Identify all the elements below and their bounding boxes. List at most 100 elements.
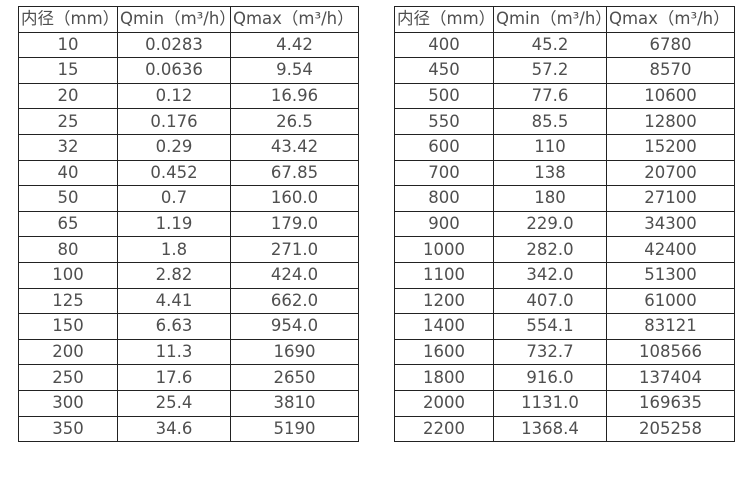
table-cell: 0.176 — [117, 108, 231, 135]
table-cell: 282.0 — [493, 236, 607, 263]
table-row: 2200 1368.4 205258 — [394, 415, 735, 443]
table-row: 32 0.29 43.42 — [18, 133, 359, 161]
table-row: 10 0.0283 4.42 — [18, 31, 359, 59]
table-cell: 61000 — [606, 287, 735, 315]
table-cell: 125 — [18, 287, 118, 315]
table-row: 400 45.2 6780 — [394, 31, 735, 59]
table-cell: 51300 — [606, 261, 735, 289]
table-cell: 205258 — [606, 415, 735, 443]
table-row: 20 0.12 16.96 — [18, 82, 359, 110]
table-cell: 271.0 — [230, 236, 359, 263]
table-row: 500 77.6 10600 — [394, 82, 735, 110]
column-header: 内径（mm） — [394, 6, 494, 33]
table-row: 125 4.41 662.0 — [18, 287, 359, 315]
table-cell: 2.82 — [117, 261, 231, 289]
table-cell: 1200 — [394, 287, 494, 315]
table-cell: 15 — [18, 57, 118, 84]
table-cell: 6.63 — [117, 313, 231, 340]
table-cell: 20 — [18, 82, 118, 110]
flow-spec-table-large-diameters: 内径（mm） Qmin（m³/h） Qmax（m³/h） 400 45.2 6780 450… — [394, 6, 735, 443]
table-row: 1100 342.0 51300 — [394, 261, 735, 289]
table-row: 550 85.5 12800 — [394, 108, 735, 135]
table-row: 40 0.452 67.85 — [18, 159, 359, 187]
table-cell: 6780 — [606, 31, 735, 59]
table-cell: 32 — [18, 133, 118, 161]
table-row: 15 0.0636 9.54 — [18, 57, 359, 84]
table-cell: 0.0283 — [117, 31, 231, 59]
table-row: 700 138 20700 — [394, 159, 735, 187]
table-cell: 500 — [394, 82, 494, 110]
table-cell: 1400 — [394, 313, 494, 340]
table-cell: 1600 — [394, 338, 494, 366]
table-cell: 57.2 — [493, 57, 607, 84]
table-cell: 40 — [18, 159, 118, 187]
table-cell: 1690 — [230, 338, 359, 366]
table-row: 1200 407.0 61000 — [394, 287, 735, 315]
table-cell: 1800 — [394, 364, 494, 391]
table-cell: 77.6 — [493, 82, 607, 110]
table-cell: 2000 — [394, 389, 494, 417]
table-cell: 1000 — [394, 236, 494, 263]
table-row: 300 25.4 3810 — [18, 389, 359, 417]
table-cell: 11.3 — [117, 338, 231, 366]
table-cell: 200 — [18, 338, 118, 366]
table-cell: 424.0 — [230, 261, 359, 289]
table-cell: 138 — [493, 159, 607, 187]
table-cell: 700 — [394, 159, 494, 187]
table-cell: 45.2 — [493, 31, 607, 59]
column-header: 内径（mm） — [18, 6, 118, 33]
table-row: 150 6.63 954.0 — [18, 313, 359, 340]
header-row: 内径（mm） Qmin（m³/h） Qmax（m³/h） — [18, 6, 359, 33]
flow-spec-table-small-diameters: 内径（mm） Qmin（m³/h） Qmax（m³/h） 10 0.0283 4.42 15… — [18, 6, 359, 443]
table-cell: 108566 — [606, 338, 735, 366]
table-cell: 342.0 — [493, 261, 607, 289]
table-cell: 2200 — [394, 415, 494, 443]
table-row: 800 180 27100 — [394, 185, 735, 212]
table-cell: 4.41 — [117, 287, 231, 315]
table-row: 1600 732.7 108566 — [394, 338, 735, 366]
table-cell: 600 — [394, 133, 494, 161]
table-cell: 67.85 — [230, 159, 359, 187]
table-cell: 0.0636 — [117, 57, 231, 84]
table-cell: 85.5 — [493, 108, 607, 135]
table-row: 80 1.8 271.0 — [18, 236, 359, 263]
table-cell: 42400 — [606, 236, 735, 263]
table-row: 900 229.0 34300 — [394, 210, 735, 238]
table-cell: 1.19 — [117, 210, 231, 238]
column-header: Qmax（m³/h） — [606, 6, 735, 33]
table-cell: 50 — [18, 185, 118, 212]
table-cell: 110 — [493, 133, 607, 161]
table-cell: 662.0 — [230, 287, 359, 315]
table-row: 25 0.176 26.5 — [18, 108, 359, 135]
header-row: 内径（mm） Qmin（m³/h） Qmax（m³/h） — [394, 6, 735, 33]
table-row: 1800 916.0 137404 — [394, 364, 735, 391]
table-cell: 450 — [394, 57, 494, 84]
table-row: 1400 554.1 83121 — [394, 313, 735, 340]
table-cell: 1.8 — [117, 236, 231, 263]
table-cell: 137404 — [606, 364, 735, 391]
table-row: 2000 1131.0 169635 — [394, 389, 735, 417]
table-cell: 169635 — [606, 389, 735, 417]
table-cell: 550 — [394, 108, 494, 135]
table-cell: 300 — [18, 389, 118, 417]
tables-container: 内径（mm） Qmin（m³/h） Qmax（m³/h） 10 0.0283 4.42 15… — [18, 6, 735, 443]
table-cell: 15200 — [606, 133, 735, 161]
table-cell: 250 — [18, 364, 118, 391]
table-cell: 17.6 — [117, 364, 231, 391]
table-cell: 9.54 — [230, 57, 359, 84]
table-cell: 900 — [394, 210, 494, 238]
table-cell: 179.0 — [230, 210, 359, 238]
table-cell: 12800 — [606, 108, 735, 135]
column-header: Qmax（m³/h） — [230, 6, 359, 33]
table-cell: 34.6 — [117, 415, 231, 443]
table-cell: 732.7 — [493, 338, 607, 366]
table-row: 200 11.3 1690 — [18, 338, 359, 366]
table-cell: 5190 — [230, 415, 359, 443]
table-cell: 0.452 — [117, 159, 231, 187]
column-header: Qmin（m³/h） — [493, 6, 607, 33]
table-cell: 34300 — [606, 210, 735, 238]
table-cell: 8570 — [606, 57, 735, 84]
column-header: Qmin（m³/h） — [117, 6, 231, 33]
table-cell: 3810 — [230, 389, 359, 417]
table-cell: 554.1 — [493, 313, 607, 340]
